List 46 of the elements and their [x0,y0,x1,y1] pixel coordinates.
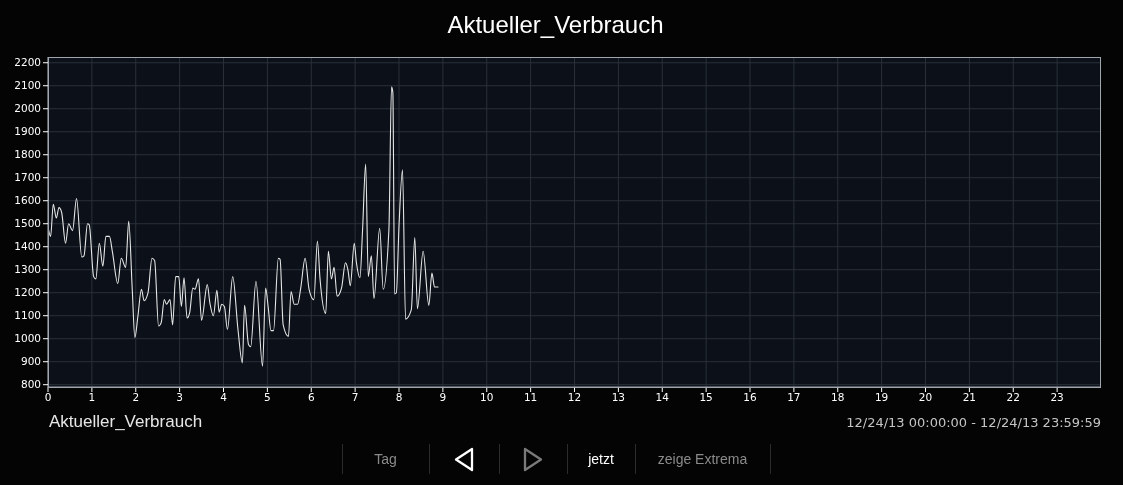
x-tick-label: 0 [44,391,52,404]
y-tick-label: 1900 [14,125,41,138]
line-series [48,86,439,367]
y-tick-label: 1000 [14,332,41,345]
y-tick-label: 1100 [14,309,41,322]
y-tick-label: 2200 [14,56,41,69]
y-tick-label: 1800 [14,148,41,161]
y-tick-label: 1700 [14,171,41,184]
x-tick-label: 13 [611,391,626,404]
x-tick-label: 10 [480,391,494,404]
x-tick-label: 2 [132,391,140,404]
y-tick-label: 1400 [14,240,41,253]
x-tick-label: 23 [1050,391,1064,404]
chart-title: Aktueller_Verbrauch [446,11,665,39]
x-tick-label: 20 [918,391,933,404]
x-tick-label: 21 [962,391,977,404]
y-tick-label: 1200 [14,286,41,299]
text: Tag [373,450,398,468]
text: zeige Extrema [656,450,749,468]
x-tick-label: 1 [88,391,96,404]
text: Aktueller_Verbrauch [49,412,203,431]
x-tick-label: 6 [307,391,315,404]
x-tick-label: 12 [567,391,582,404]
x-tick-label: 3 [176,391,183,404]
x-tick-label: 17 [787,391,801,404]
x-tick-label: 4 [220,391,228,404]
x-tick-label: 19 [874,391,889,404]
y-tick-label: 1300 [14,263,41,276]
x-tick-label: 16 [743,391,757,404]
x-tick-label: 7 [351,391,359,404]
x-tick-label: 8 [395,391,403,404]
y-tick-label: 2000 [14,102,41,115]
y-tick-label: 1600 [14,194,41,207]
y-tick-label: 900 [20,355,41,368]
y-tick-label: 1500 [14,217,41,230]
y-tick-label: 2100 [14,79,41,92]
text: jetzt [587,450,615,468]
x-tick-label: 9 [439,391,447,404]
x-tick-label: 5 [264,391,271,404]
x-tick-label: 18 [831,391,845,404]
text: 12/24/13 00:00:00 - 12/24/13 23:59:59 [846,415,1101,431]
x-tick-label: 15 [699,391,713,404]
x-tick-label: 14 [655,391,670,404]
y-tick-label: 800 [20,378,41,391]
x-tick-label: 22 [1006,391,1020,404]
x-tick-label: 11 [523,391,538,404]
